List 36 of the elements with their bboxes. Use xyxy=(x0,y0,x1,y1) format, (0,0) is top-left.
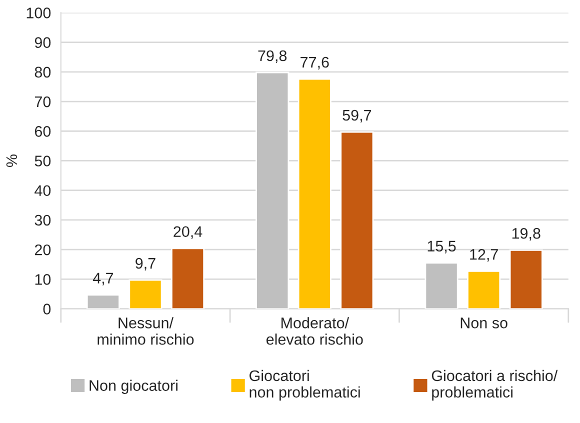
y-tick-label: 100 xyxy=(26,8,51,18)
bar xyxy=(171,248,205,309)
y-tick-label: 70 xyxy=(34,96,51,108)
legend-label: Non giocatori xyxy=(90,380,178,394)
data-label: 15,5 xyxy=(428,240,456,254)
y-tick-label: 80 xyxy=(34,66,51,78)
bar xyxy=(509,249,543,309)
bar xyxy=(424,262,458,309)
data-label: 77,6 xyxy=(300,56,329,70)
y-tick-label: 0 xyxy=(43,304,51,314)
x-tick-label: Nessun/ minimo rischio xyxy=(98,317,194,345)
y-tick-label: 20 xyxy=(34,244,51,256)
legend-label: Giocatori a rischio/ problematici xyxy=(432,370,558,401)
bar xyxy=(128,279,162,309)
data-label: 19,8 xyxy=(512,228,540,241)
x-tick-label: Non so xyxy=(460,318,508,328)
y-tick-label: 30 xyxy=(34,214,51,226)
data-label: 4,7 xyxy=(92,272,114,286)
y-axis-title: % xyxy=(6,154,18,167)
bar xyxy=(256,72,290,309)
y-tick-label: 50 xyxy=(34,156,51,166)
data-label: 20,4 xyxy=(174,226,202,239)
y-tick-label: 90 xyxy=(34,37,51,48)
data-label: 9,7 xyxy=(136,258,156,271)
data-label: 79,8 xyxy=(258,50,287,63)
legend-label: Giocatori non problematici xyxy=(250,370,360,401)
y-tick-label: 60 xyxy=(34,126,51,137)
bar xyxy=(340,131,374,309)
y-tick-label: 10 xyxy=(35,274,51,285)
data-label: 59,7 xyxy=(342,110,372,122)
bar xyxy=(298,78,332,309)
bar xyxy=(467,270,501,309)
data-label: 12,7 xyxy=(470,249,498,262)
x-tick-label: Moderato/ elevato rischio xyxy=(266,317,363,345)
bar xyxy=(86,294,120,309)
y-tick-label: 40 xyxy=(34,185,51,196)
